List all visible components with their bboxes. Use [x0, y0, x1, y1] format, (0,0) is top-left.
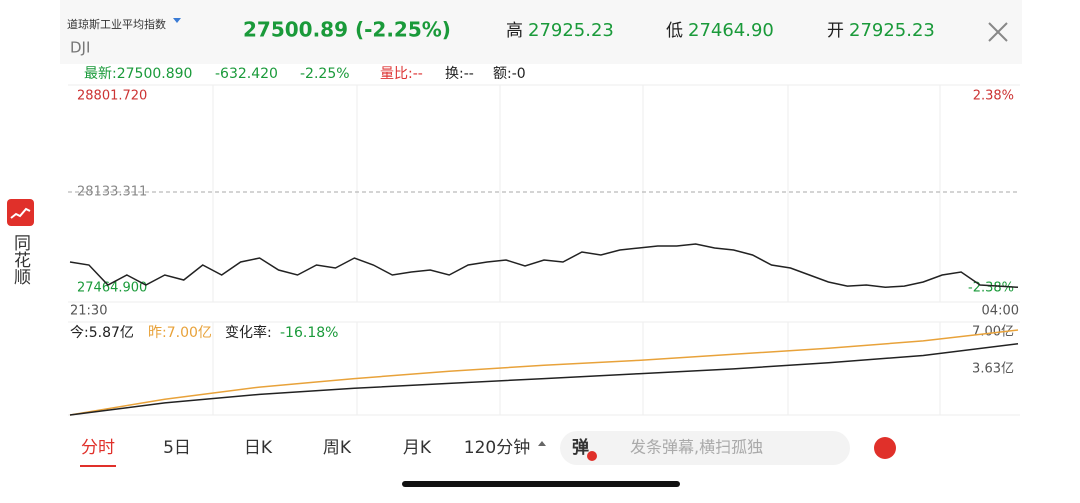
price: 27500.89 (-2.25%) — [243, 18, 451, 42]
header-bg — [60, 0, 1022, 64]
tab[interactable]: 日K — [244, 438, 273, 458]
danmaku-input[interactable] — [560, 431, 850, 465]
axis-bottom: 27464.900 — [77, 281, 147, 296]
axis-right-top: 2.38% — [973, 89, 1014, 104]
grid — [68, 84, 1020, 416]
index-name[interactable]: 道琼斯工业平均指数 — [67, 17, 166, 31]
high-label: 高 — [506, 21, 523, 41]
open-label: 开 — [827, 21, 844, 41]
index-code: DJI — [70, 39, 90, 57]
app-name: 同花顺 — [10, 234, 31, 285]
tab[interactable]: 5日 — [163, 438, 191, 458]
tab[interactable]: 月K — [403, 438, 432, 458]
open: 27925.23 — [849, 20, 935, 41]
low-label: 低 — [666, 21, 683, 41]
today-volume-line — [69, 342, 1019, 416]
danmaku-icon[interactable]: 弹 — [572, 437, 589, 458]
app-icon[interactable] — [7, 199, 34, 226]
time-start: 21:30 — [70, 304, 107, 319]
app-icon-glyph — [10, 207, 31, 219]
low: 27464.90 — [688, 20, 774, 41]
tab[interactable]: 120分钟 — [464, 438, 530, 458]
axis-right-bottom: -2.38% — [968, 281, 1014, 296]
danmaku-placeholder[interactable]: 发条弹幕,横扫孤独 — [630, 438, 763, 457]
record-button[interactable] — [874, 437, 896, 459]
axis-mid: 28133.311 — [77, 185, 147, 200]
yesterday-volume-line — [69, 329, 1019, 416]
dropdown-arrow[interactable] — [173, 18, 181, 23]
change: -632.420 — [215, 66, 278, 82]
turnover: 换:-- — [445, 65, 474, 82]
home-indicator — [402, 481, 680, 487]
tab[interactable]: 周K — [323, 438, 352, 458]
price-line — [69, 243, 1019, 289]
vol-change: -16.18% — [280, 325, 338, 341]
close-button[interactable] — [988, 22, 1008, 42]
vol-change-label: 变化率: — [225, 324, 272, 341]
tab-dropdown[interactable] — [538, 441, 546, 446]
vol-yesterday: 昨:7.00亿 — [148, 325, 212, 341]
high: 27925.23 — [528, 20, 614, 41]
ratio: 量比:-- — [380, 66, 423, 82]
axis-top: 28801.720 — [77, 89, 147, 104]
tab-bar: 分时 5日 日K 周K 月K 120分钟 — [81, 438, 530, 458]
amount: 额:-0 — [493, 66, 526, 82]
danmaku-badge — [587, 451, 597, 461]
vol-today: 今:5.87亿 — [70, 325, 134, 341]
latest: 最新:27500.890 — [84, 66, 192, 82]
tab[interactable]: 分时 — [81, 438, 115, 458]
pct: -2.25% — [300, 66, 350, 82]
time-end: 04:00 — [982, 304, 1019, 319]
vol-axis-max: 7.00亿 — [972, 325, 1014, 340]
vol-axis-mid: 3.63亿 — [972, 361, 1014, 376]
